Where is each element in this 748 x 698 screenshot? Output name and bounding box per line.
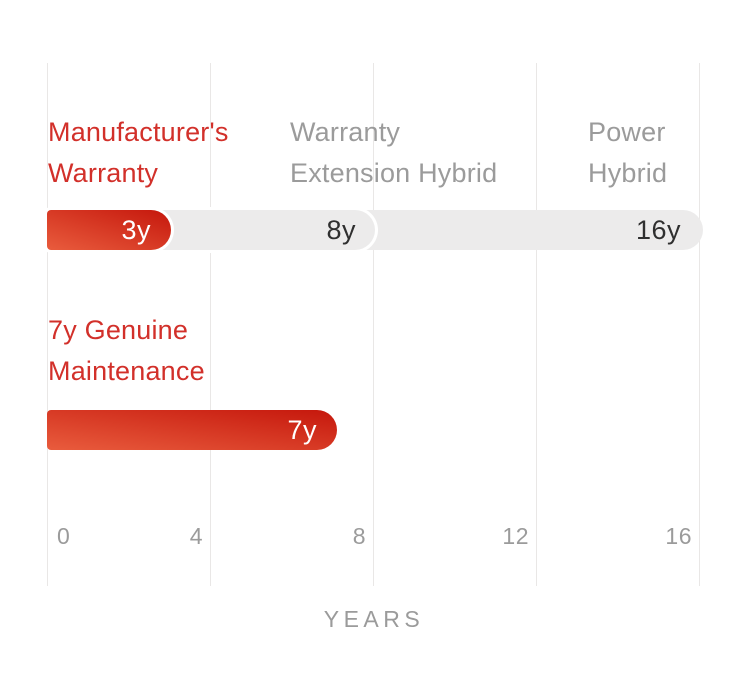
x-axis-tick-4: 4	[189, 523, 203, 549]
label-line: Power	[588, 117, 666, 147]
gridline	[373, 63, 374, 586]
x-axis-tick-0: 0	[57, 523, 71, 549]
gridline	[699, 63, 700, 586]
x-axis-tick-16: 16	[665, 523, 692, 549]
label-genuine-maintenance: 7y Genuine Maintenance	[48, 310, 205, 392]
label-manufacturers-warranty: Manufacturer's Warranty	[48, 112, 229, 194]
label-line: Manufacturer's	[48, 117, 229, 147]
bar-value-label: 3y	[121, 214, 151, 245]
gridline	[210, 63, 211, 586]
x-axis-tick-8: 8	[352, 523, 366, 549]
x-axis-tick-12: 12	[502, 523, 529, 549]
label-warranty-extension-hybrid: Warranty Extension Hybrid	[290, 112, 497, 194]
label-line: Warranty	[48, 158, 159, 188]
bar-segment-manufacturers-warranty-3y: 3y	[47, 210, 171, 250]
warranty-bar-track: 16y 8y 3y	[47, 210, 727, 250]
label-line: Extension Hybrid	[290, 158, 498, 188]
bar-value-label: 7y	[287, 414, 317, 445]
bar-segment-genuine-maintenance-7y: 7y	[47, 410, 337, 450]
maintenance-bar-track: 7y	[47, 410, 727, 450]
label-power-hybrid: Power Hybrid	[588, 112, 667, 194]
gridline	[536, 63, 537, 586]
bar-value-label: 8y	[326, 214, 356, 245]
x-axis-title: YEARS	[323, 606, 425, 632]
label-line: Warranty	[290, 117, 401, 147]
label-line: 7y Genuine	[48, 315, 189, 345]
label-line: Hybrid	[588, 158, 668, 188]
bar-value-label: 16y	[635, 214, 681, 245]
gridline	[47, 63, 48, 586]
label-line: Maintenance	[48, 356, 205, 386]
